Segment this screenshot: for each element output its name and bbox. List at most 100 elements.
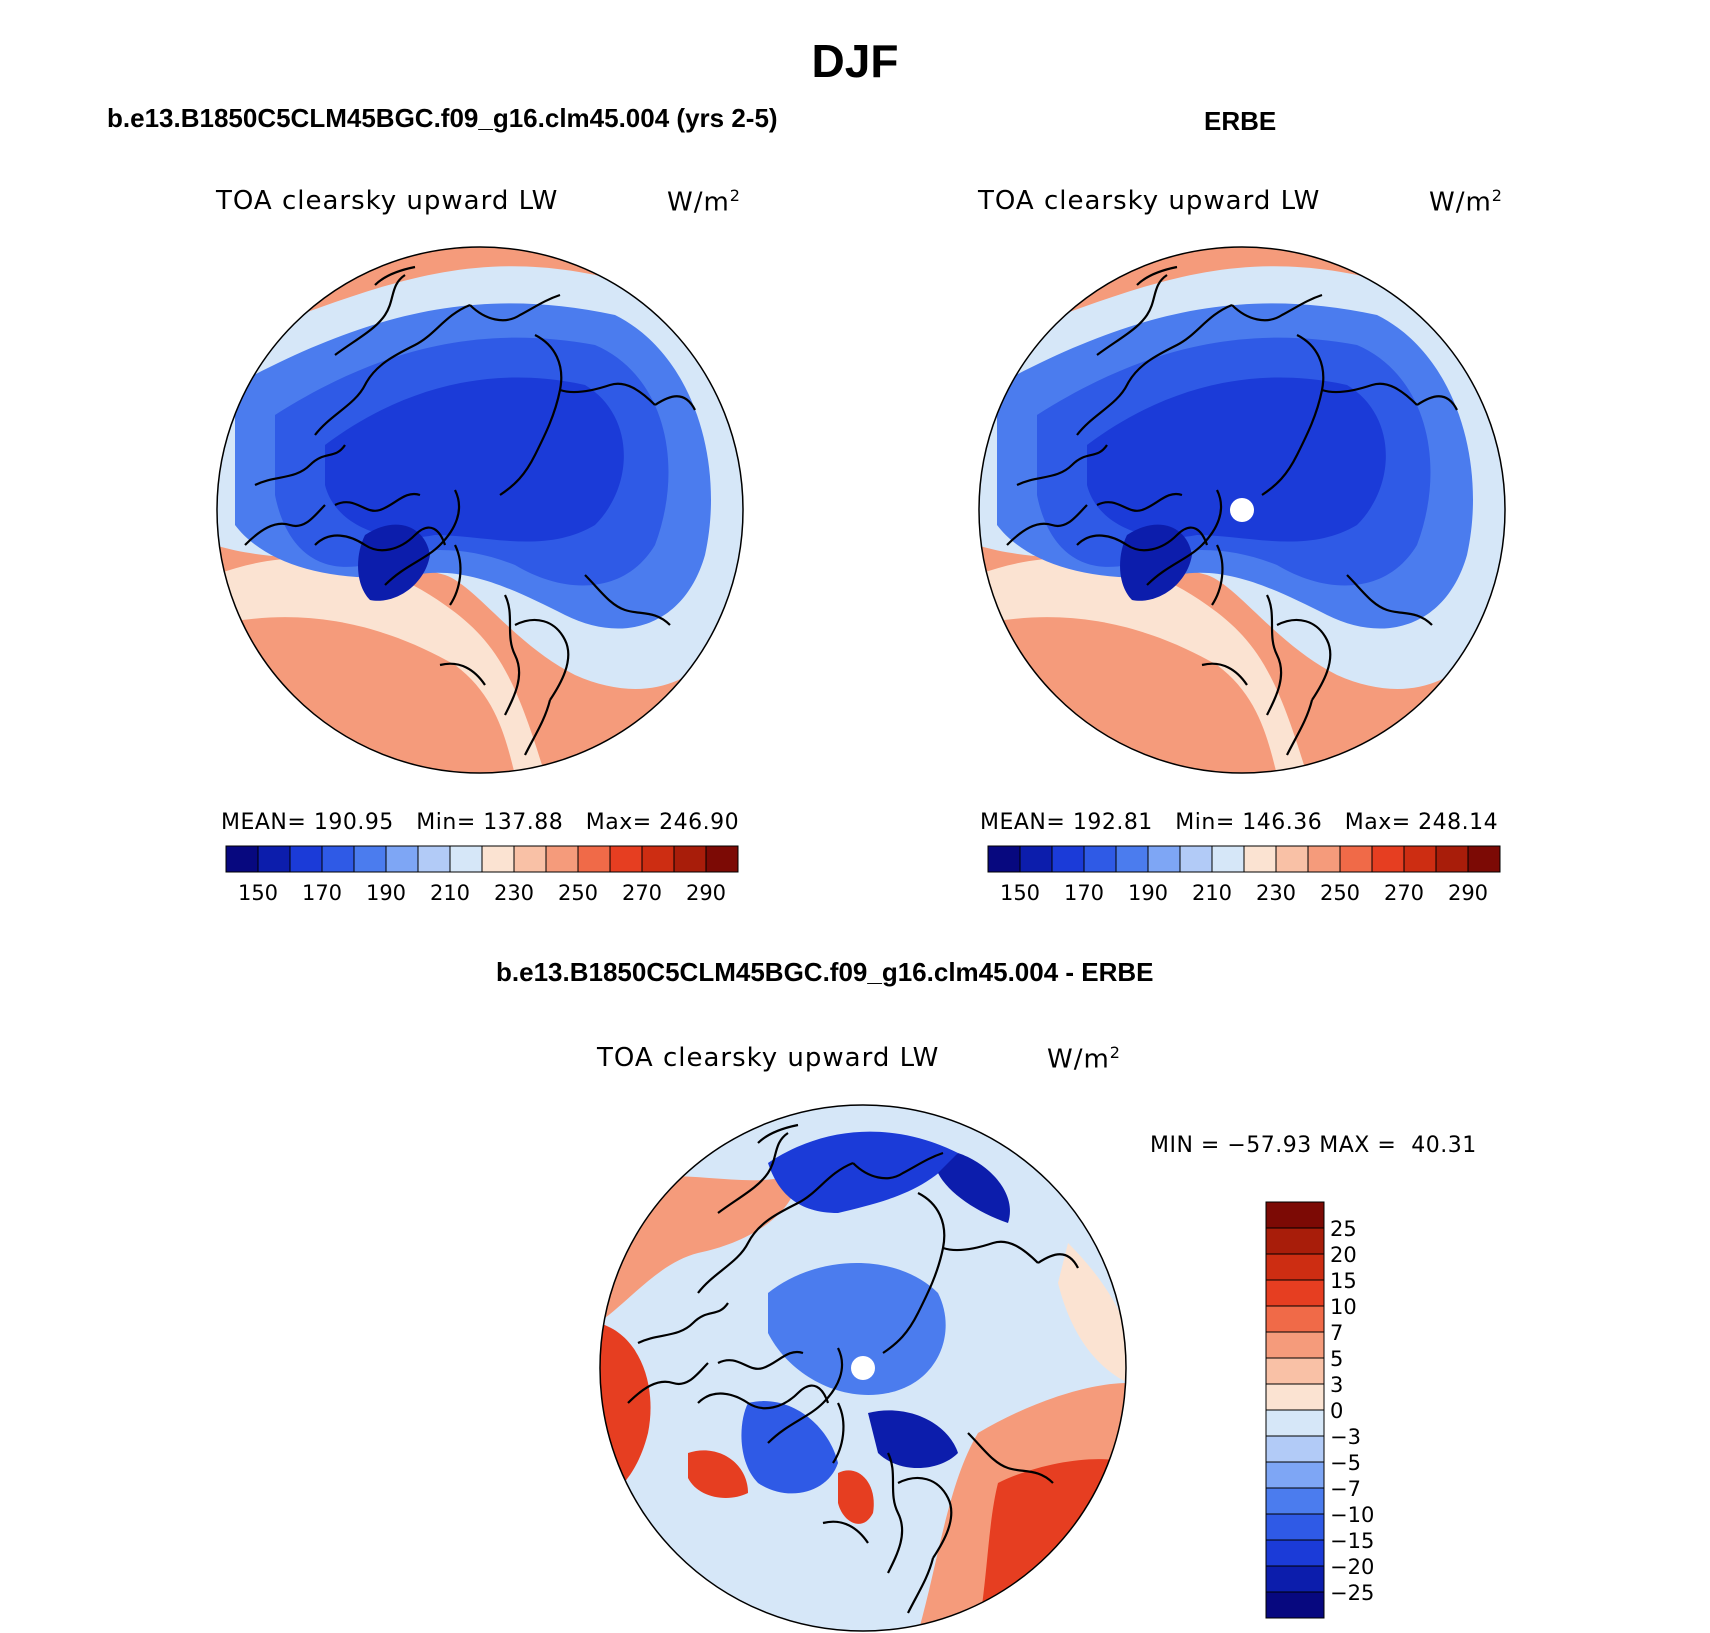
coastline: [967, 1432, 1054, 1484]
coastline: [584, 574, 671, 626]
colorbar-obs-swatch: [1403, 845, 1437, 873]
colorbar-obs-swatch: [1147, 845, 1181, 873]
coastline: [449, 544, 462, 606]
colorbar-diff-swatch: [1265, 1487, 1325, 1515]
coastline: [757, 1123, 799, 1144]
colorbar-obs-tick-label: 230: [1256, 881, 1296, 904]
coastline: [907, 1557, 935, 1614]
variable-label-model: TOA clearsky upward LW: [216, 186, 559, 216]
field-darkest-s: [868, 1410, 958, 1468]
colorbar-model-tick-label: 250: [558, 881, 598, 904]
colorbar-obs-tick-label: 150: [1000, 881, 1040, 904]
field-red-sw: [688, 1450, 748, 1498]
coastline: [1201, 662, 1248, 686]
panel-title-obs: ERBE: [1204, 106, 1277, 136]
colorbar-model-swatch: [641, 845, 675, 873]
field-deep: [325, 377, 624, 542]
variable-label-obs: TOA clearsky upward LW: [978, 186, 1321, 216]
polar-map-obs: [978, 246, 1506, 774]
field-blue-greenland: [741, 1401, 838, 1494]
colorbar-diff-tick-label: −7: [1330, 1477, 1361, 1501]
coastline: [1416, 395, 1458, 411]
coastline: [717, 1132, 789, 1214]
coastline: [1096, 492, 1183, 512]
colorbar-diff-tick-label: 5: [1330, 1347, 1343, 1371]
colorbar-diff-swatch: [1265, 1539, 1325, 1567]
coastline: [1096, 274, 1168, 356]
field-red-s: [838, 1470, 874, 1524]
colorbar-model-tick-label: 290: [686, 881, 726, 904]
colorbar-model-swatch: [225, 845, 259, 873]
coastline: [637, 1302, 729, 1344]
coastline: [852, 1151, 944, 1180]
colorbar-diff-swatch: [1265, 1279, 1325, 1307]
colorbar-model-tick-label: 230: [494, 881, 534, 904]
colorbar-diff-swatch: [1265, 1513, 1325, 1541]
colorbar-obs-swatch: [1083, 845, 1117, 873]
colorbar-obs-tick-label: 270: [1384, 881, 1424, 904]
colorbar-obs-swatch: [1467, 845, 1501, 873]
field-darkest-ne: [938, 1153, 1010, 1223]
colorbar-model-swatch: [481, 845, 515, 873]
colorbar-diff-swatch: [1265, 1409, 1325, 1437]
colorbar-diff-tick-label: 10: [1330, 1295, 1357, 1319]
colorbar-model-swatch: [513, 845, 547, 873]
colorbar-obs-swatch: [1051, 845, 1085, 873]
colorbar-diff-swatch: [1265, 1565, 1325, 1593]
coastline: [499, 334, 563, 496]
colorbar-diff-swatch: [1265, 1591, 1325, 1619]
coastline: [439, 662, 486, 686]
coastline: [897, 1476, 953, 1559]
colorbar-diff-swatch: [1265, 1383, 1325, 1411]
stats-model: MEAN= 190.95 Min= 137.88 Max= 246.90: [221, 810, 740, 835]
units-label-obs: W/m2: [1429, 186, 1503, 218]
map-border: [978, 246, 1506, 774]
colorbar-model-swatch: [577, 845, 611, 873]
colorbar-diff-swatch: [1265, 1253, 1325, 1281]
colorbar-diff-tick-label: −25: [1330, 1581, 1374, 1605]
colorbar-model-swatch: [321, 845, 355, 873]
colorbar-diff-swatch: [1265, 1357, 1325, 1385]
colorbar-obs: 150 170 190 210 230 250 270 290: [987, 845, 1501, 904]
coastline: [1231, 293, 1323, 322]
colorbar-obs-swatch: [1019, 845, 1053, 873]
coastline: [1321, 382, 1418, 406]
colorbar-obs-swatch: [1243, 845, 1277, 873]
coastline: [767, 1347, 843, 1444]
colorbar-obs-swatch: [1275, 845, 1309, 873]
coastline: [697, 1384, 830, 1410]
colorbar-obs-swatch: [1307, 845, 1341, 873]
colorbar-model-tick-label: 150: [238, 881, 278, 904]
colorbar-obs-tick-label: 250: [1320, 881, 1360, 904]
colorbar-model-swatch: [609, 845, 643, 873]
colorbar-model-swatch: [385, 845, 419, 873]
colorbar-model: 150 170 190 210 230 250 270 290: [225, 845, 739, 904]
colorbar-diff-tick-label: 0: [1330, 1399, 1343, 1423]
stats-obs: MEAN= 192.81 Min= 146.36 Max= 248.14: [980, 810, 1499, 835]
coastline: [334, 274, 406, 356]
colorbar-model-swatch: [705, 845, 739, 873]
coastline: [1076, 303, 1233, 436]
coastline: [1006, 504, 1088, 546]
coastline: [524, 699, 552, 756]
colorbar-diff-swatch: [1265, 1201, 1325, 1229]
coastline: [1076, 526, 1209, 552]
coastline: [627, 1362, 709, 1404]
coastline: [1037, 1253, 1079, 1269]
coastline: [254, 444, 346, 486]
coastline: [469, 293, 561, 322]
coastline: [314, 303, 471, 436]
coastline: [1146, 489, 1222, 586]
colorbar-obs-swatch: [1115, 845, 1149, 873]
coastline: [1286, 699, 1314, 756]
panel-title-diff: b.e13.B1850C5CLM45BGC.f09_g16.clm45.004 …: [496, 957, 1154, 987]
coastline: [822, 1520, 869, 1544]
coastline: [887, 1452, 904, 1574]
colorbar-diff-tick-label: −15: [1330, 1529, 1374, 1553]
coastline: [1346, 574, 1433, 626]
colorbar-diff-swatch: [1265, 1227, 1325, 1255]
colorbar-model-swatch: [417, 845, 451, 873]
coastline: [942, 1240, 1039, 1264]
stats-diff: MIN = −57.93 MAX = 40.31: [1150, 1133, 1477, 1158]
